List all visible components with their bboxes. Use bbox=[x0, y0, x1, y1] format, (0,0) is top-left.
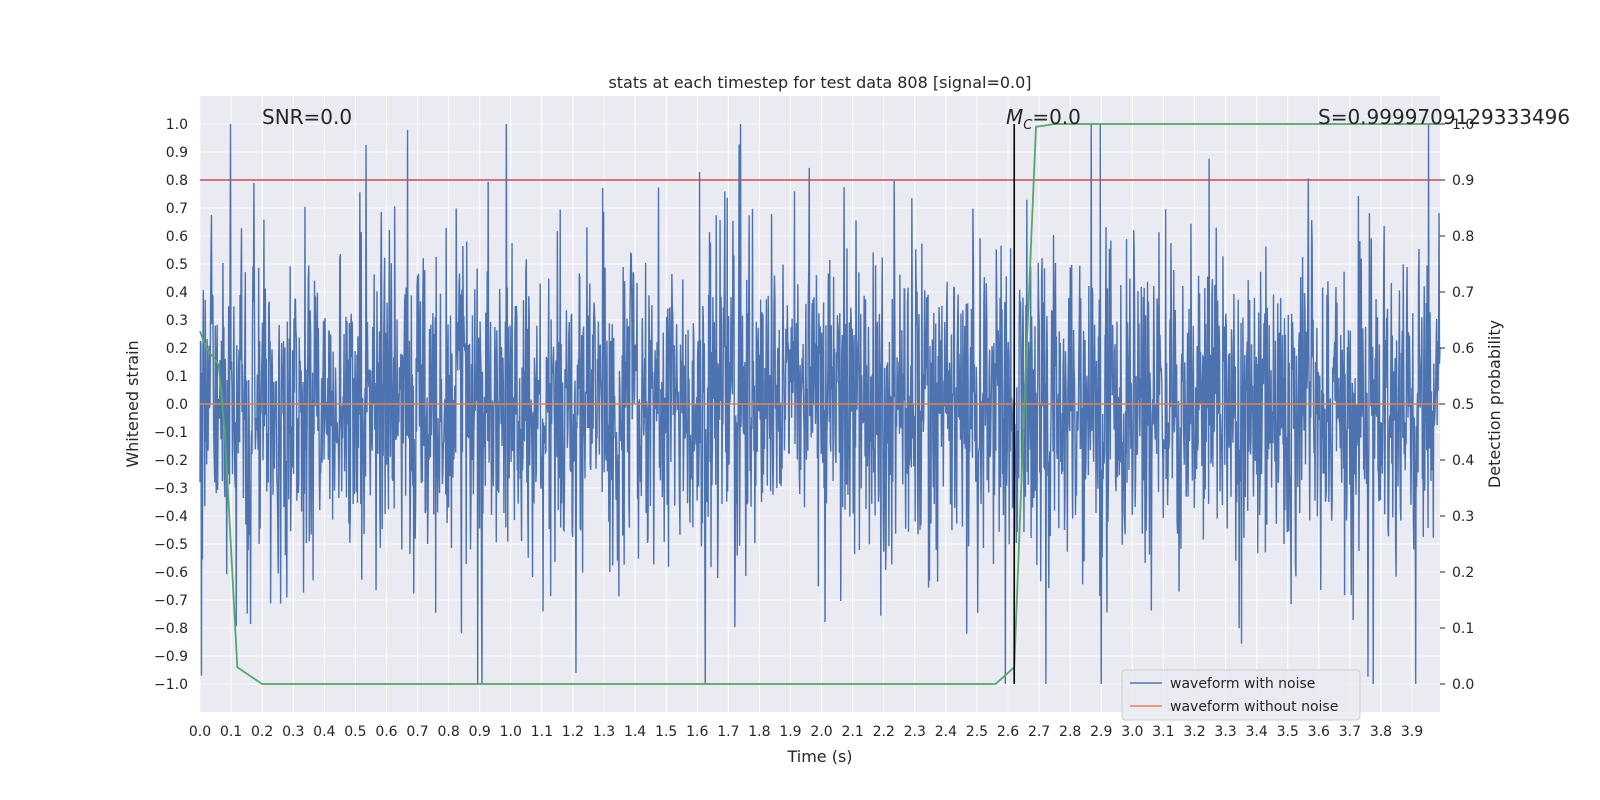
x-tick-label: 3.0 bbox=[1121, 724, 1143, 740]
y2-tick-label: 0.5 bbox=[1452, 397, 1474, 413]
y2-tick-label: 0.8 bbox=[1452, 229, 1474, 245]
legend: waveform with noise waveform without noi… bbox=[1121, 669, 1361, 721]
noise-waveform-line bbox=[199, 123, 1441, 685]
x-tick-label: 3.9 bbox=[1401, 724, 1423, 740]
x-tick-label: 0.3 bbox=[282, 724, 304, 740]
x-tick-label: 2.0 bbox=[810, 724, 832, 740]
y-tick-label: 0.4 bbox=[166, 285, 188, 301]
x-tick-label: 0.7 bbox=[406, 724, 428, 740]
annotation-snr: SNR=0.0 bbox=[262, 105, 352, 129]
y2-tick-label: 0.2 bbox=[1452, 565, 1474, 581]
legend-box bbox=[1121, 669, 1361, 721]
y-tick-label: 0.5 bbox=[166, 257, 188, 273]
x-tick-label: 1.5 bbox=[655, 724, 677, 740]
x-tick-label: 0.0 bbox=[189, 724, 211, 740]
y-tick-label: −0.9 bbox=[154, 649, 188, 665]
x-tick-label: 2.4 bbox=[935, 724, 957, 740]
x-tick-label: 3.5 bbox=[1277, 724, 1299, 740]
y2-tick-label: 0.1 bbox=[1452, 621, 1474, 637]
annotation-chirp-mass-symbol: M bbox=[1006, 105, 1023, 129]
x-tick-label: 0.5 bbox=[344, 724, 366, 740]
y2-tick-label: 0.6 bbox=[1452, 341, 1474, 357]
y2-tick-label: 0.9 bbox=[1452, 173, 1474, 189]
chart-title: stats at each timestep for test data 808… bbox=[608, 73, 1031, 92]
annotation-chirp-mass: MC=0.0 bbox=[1006, 105, 1081, 133]
y-axis-label: Whitened strain bbox=[123, 340, 142, 467]
y2-tick-label: 0.3 bbox=[1452, 509, 1474, 525]
x-tick-label: 2.7 bbox=[1028, 724, 1050, 740]
y2-tick-labels: 0.0 0.1 0.2 0.3 0.4 0.5 0.6 0.7 0.8 0.9 1.0 bbox=[1440, 117, 1474, 693]
annotation-s: S=0.9999709129333496 bbox=[1318, 105, 1570, 129]
y2-tick-label: 1.0 bbox=[1452, 117, 1474, 133]
y-tick-label: 0.3 bbox=[166, 313, 188, 329]
x-tick-label: 1.0 bbox=[500, 724, 522, 740]
x-tick-label: 3.8 bbox=[1370, 724, 1392, 740]
x-tick-label: 1.4 bbox=[624, 724, 646, 740]
x-tick-label: 0.9 bbox=[469, 724, 491, 740]
y-tick-labels: −1.0 −0.9 −0.8 −0.7 −0.6 −0.5 −0.4 −0.3 −0.2 −0.1… bbox=[154, 117, 188, 693]
x-tick-label: 3.6 bbox=[1308, 724, 1330, 740]
x-tick-label: 1.8 bbox=[748, 724, 770, 740]
y-tick-label: −0.5 bbox=[154, 537, 188, 553]
y2-axis-label: Detection probability bbox=[1485, 320, 1504, 488]
y-tick-label: 0.8 bbox=[166, 173, 188, 189]
x-tick-labels: 0.0 0.1 0.2 0.3 0.4 0.5 0.6 0.7 0.8 0.9 1.0 1.1 1.2 1… bbox=[189, 724, 1423, 740]
y2-tick-label: 0.0 bbox=[1452, 677, 1474, 693]
x-tick-label: 2.2 bbox=[873, 724, 895, 740]
legend-label-noise: waveform with noise bbox=[1170, 676, 1315, 692]
x-tick-label: 2.9 bbox=[1090, 724, 1112, 740]
y-tick-label: 0.2 bbox=[166, 341, 188, 357]
y-tick-label: −0.8 bbox=[154, 621, 188, 637]
y2-tick-label: 0.7 bbox=[1452, 285, 1474, 301]
y-tick-label: −1.0 bbox=[154, 677, 188, 693]
y-tick-label: −0.1 bbox=[154, 425, 188, 441]
y-tick-label: 0.7 bbox=[166, 201, 188, 217]
annotation-chirp-mass-subscript: C bbox=[1023, 118, 1033, 133]
y-tick-label: 1.0 bbox=[166, 117, 188, 133]
y-tick-label: 0.0 bbox=[166, 397, 188, 413]
x-tick-label: 2.5 bbox=[966, 724, 988, 740]
y-tick-label: −0.2 bbox=[154, 453, 188, 469]
x-tick-label: 2.6 bbox=[997, 724, 1019, 740]
x-tick-label: 0.1 bbox=[220, 724, 242, 740]
detection-probability-line bbox=[199, 123, 1440, 685]
y-tick-label: 0.9 bbox=[166, 145, 188, 161]
y2-tick-label: 0.4 bbox=[1452, 453, 1474, 469]
y-tick-label: −0.4 bbox=[154, 509, 188, 525]
series-detection-probability bbox=[199, 123, 1440, 685]
x-tick-label: 1.9 bbox=[779, 724, 801, 740]
x-tick-label: 1.1 bbox=[531, 724, 553, 740]
series-waveform-with-noise bbox=[199, 123, 1441, 685]
y-tick-label: 0.6 bbox=[166, 229, 188, 245]
x-tick-label: 3.7 bbox=[1339, 724, 1361, 740]
y-tick-label: −0.7 bbox=[154, 593, 188, 609]
legend-label-clean: waveform without noise bbox=[1170, 699, 1338, 715]
x-tick-label: 0.6 bbox=[375, 724, 397, 740]
x-tick-label: 2.8 bbox=[1059, 724, 1081, 740]
annotation-chirp-mass-value: =0.0 bbox=[1032, 105, 1081, 129]
x-tick-label: 0.2 bbox=[251, 724, 273, 740]
y-tick-label: −0.3 bbox=[154, 481, 188, 497]
x-tick-label: 3.1 bbox=[1152, 724, 1174, 740]
x-tick-label: 0.8 bbox=[437, 724, 459, 740]
x-tick-label: 1.7 bbox=[717, 724, 739, 740]
y-tick-label: −0.6 bbox=[154, 565, 188, 581]
x-tick-label: 1.3 bbox=[593, 724, 615, 740]
x-tick-label: 1.2 bbox=[562, 724, 584, 740]
x-tick-label: 0.4 bbox=[313, 724, 335, 740]
y-tick-label: 0.1 bbox=[166, 369, 188, 385]
x-tick-label: 3.4 bbox=[1246, 724, 1268, 740]
x-tick-label: 3.2 bbox=[1183, 724, 1205, 740]
x-tick-label: 3.3 bbox=[1214, 724, 1236, 740]
x-tick-label: 2.3 bbox=[904, 724, 926, 740]
x-axis-label: Time (s) bbox=[786, 747, 852, 766]
x-tick-label: 2.1 bbox=[841, 724, 863, 740]
x-tick-label: 1.6 bbox=[686, 724, 708, 740]
